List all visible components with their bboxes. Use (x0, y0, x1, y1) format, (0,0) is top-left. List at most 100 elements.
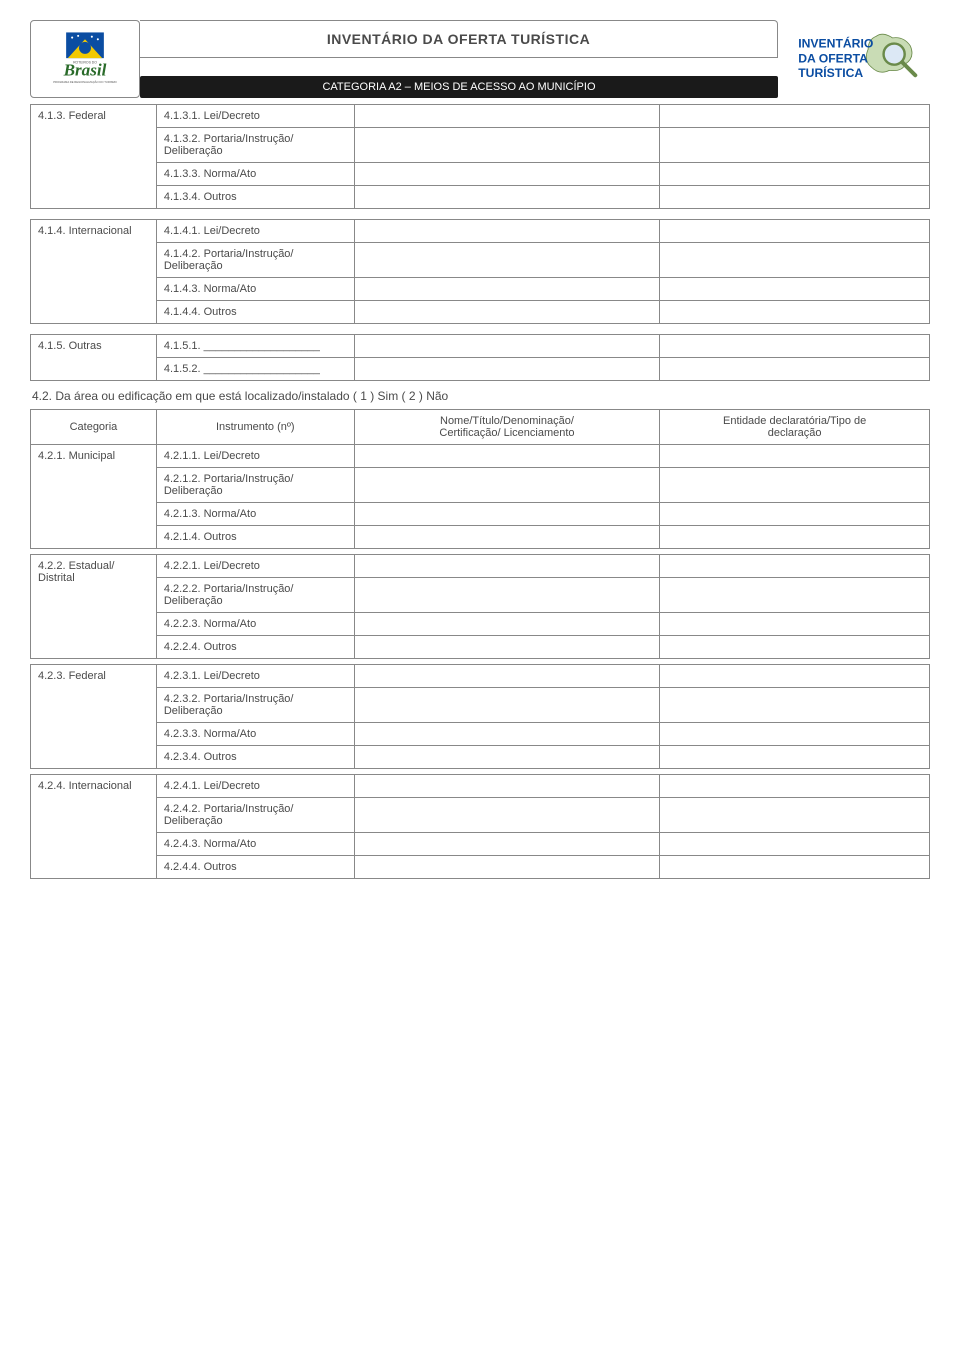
table-row: 4.1.5.2. ___________________ (31, 358, 930, 381)
section-42-heading: 4.2. Da área ou edificação em que está l… (30, 381, 930, 409)
instrument-cell: 4.2.2.3. Norma/Ato (156, 613, 354, 636)
header-center: INVENTÁRIO DA OFERTA TURÍSTICA CATEGORIA… (140, 20, 778, 98)
table-row: 4.2.4.3. Norma/Ato (31, 833, 930, 856)
entidade-cell[interactable] (660, 105, 930, 128)
col-header-entidade: Entidade declaratória/Tipo de declaração (660, 410, 930, 445)
header: Brasil PROGRAMA DE REGIONALIZAÇÃO DO TUR… (30, 20, 930, 98)
nome-cell[interactable] (354, 278, 660, 301)
title-box: INVENTÁRIO DA OFERTA TURÍSTICA (140, 20, 778, 58)
nome-cell[interactable] (354, 613, 660, 636)
table-row: 4.2.3.4. Outros (31, 746, 930, 769)
category-cell: 4.1.5. Outras (31, 335, 157, 381)
table-row: 4.2.3.2. Portaria/Instrução/ Deliberação (31, 688, 930, 723)
table-row: 4.2.3.3. Norma/Ato (31, 723, 930, 746)
nome-cell[interactable] (354, 445, 660, 468)
nome-cell[interactable] (354, 503, 660, 526)
entidade-cell[interactable] (660, 335, 930, 358)
instrument-cell: 4.2.3.1. Lei/Decreto (156, 665, 354, 688)
entidade-cell[interactable] (660, 128, 930, 163)
instrument-cell: 4.2.3.2. Portaria/Instrução/ Deliberação (156, 688, 354, 723)
entidade-cell[interactable] (660, 301, 930, 324)
entidade-cell[interactable] (660, 555, 930, 578)
entidade-cell[interactable] (660, 746, 930, 769)
brasil-logo-icon: Brasil PROGRAMA DE REGIONALIZAÇÃO DO TUR… (40, 29, 130, 89)
instrument-cell: 4.2.2.4. Outros (156, 636, 354, 659)
nome-cell[interactable] (354, 335, 660, 358)
entidade-cell[interactable] (660, 163, 930, 186)
table-row: 4.1.5. Outras4.1.5.1. __________________… (31, 335, 930, 358)
brasil-logo: Brasil PROGRAMA DE REGIONALIZAÇÃO DO TUR… (30, 20, 140, 98)
table-row: 4.1.3.2. Portaria/Instrução/ Deliberação (31, 128, 930, 163)
nome-cell[interactable] (354, 555, 660, 578)
nome-cell[interactable] (354, 358, 660, 381)
entidade-cell[interactable] (660, 358, 930, 381)
table-row: 4.1.4.2. Portaria/Instrução/ Deliberação (31, 243, 930, 278)
nome-cell[interactable] (354, 163, 660, 186)
table-row: 4.1.4.3. Norma/Ato (31, 278, 930, 301)
instrument-cell: 4.1.3.2. Portaria/Instrução/ Deliberação (156, 128, 354, 163)
table-row: 4.2.2.2. Portaria/Instrução/ Deliberação (31, 578, 930, 613)
entidade-cell[interactable] (660, 468, 930, 503)
nome-cell[interactable] (354, 578, 660, 613)
nome-cell[interactable] (354, 723, 660, 746)
svg-text:DA OFERTA: DA OFERTA (798, 51, 868, 65)
nome-cell[interactable] (354, 186, 660, 209)
entidade-cell[interactable] (660, 278, 930, 301)
svg-text:ROTEIROS DO: ROTEIROS DO (73, 60, 97, 64)
entidade-cell[interactable] (660, 503, 930, 526)
entidade-cell[interactable] (660, 665, 930, 688)
table-row: 4.2.2. Estadual/ Distrital4.2.2.1. Lei/D… (31, 555, 930, 578)
category-cell: 4.1.4. Internacional (31, 220, 157, 324)
category-bar-text: CATEGORIA A2 – MEIOS DE ACESSO AO MUNICÍ… (322, 81, 595, 93)
nome-cell[interactable] (354, 775, 660, 798)
entidade-cell[interactable] (660, 613, 930, 636)
nome-cell[interactable] (354, 220, 660, 243)
category-cell: 4.2.3. Federal (31, 665, 157, 769)
table-42: Categoria Instrumento (nº) Nome/Título/D… (30, 409, 930, 879)
instrument-cell: 4.1.3.3. Norma/Ato (156, 163, 354, 186)
entidade-cell[interactable] (660, 833, 930, 856)
nome-cell[interactable] (354, 798, 660, 833)
instrument-cell: 4.1.5.2. ___________________ (156, 358, 354, 381)
instrument-cell: 4.2.4.4. Outros (156, 856, 354, 879)
nome-cell[interactable] (354, 468, 660, 503)
entidade-cell[interactable] (660, 526, 930, 549)
nome-cell[interactable] (354, 833, 660, 856)
instrument-cell: 4.2.4.2. Portaria/Instrução/ Deliberação (156, 798, 354, 833)
instrument-cell: 4.1.4.2. Portaria/Instrução/ Deliberação (156, 243, 354, 278)
nome-cell[interactable] (354, 636, 660, 659)
nome-cell[interactable] (354, 301, 660, 324)
table-row: 4.2.1.2. Portaria/Instrução/ Deliberação (31, 468, 930, 503)
instrument-cell: 4.2.4.1. Lei/Decreto (156, 775, 354, 798)
instrument-cell: 4.2.4.3. Norma/Ato (156, 833, 354, 856)
table-row: 4.1.3.4. Outros (31, 186, 930, 209)
instrument-cell: 4.2.1.1. Lei/Decreto (156, 445, 354, 468)
entidade-cell[interactable] (660, 856, 930, 879)
page-title: INVENTÁRIO DA OFERTA TURÍSTICA (327, 31, 590, 47)
instrument-cell: 4.1.4.4. Outros (156, 301, 354, 324)
svg-text:TURÍSTICA: TURÍSTICA (798, 65, 863, 80)
table-row: 4.2.1.4. Outros (31, 526, 930, 549)
category-bar: CATEGORIA A2 – MEIOS DE ACESSO AO MUNICÍ… (140, 76, 778, 98)
entidade-cell[interactable] (660, 578, 930, 613)
entidade-cell[interactable] (660, 798, 930, 833)
nome-cell[interactable] (354, 526, 660, 549)
entidade-cell[interactable] (660, 243, 930, 278)
instrument-cell: 4.1.5.1. ___________________ (156, 335, 354, 358)
entidade-cell[interactable] (660, 445, 930, 468)
nome-cell[interactable] (354, 746, 660, 769)
instrument-cell: 4.2.2.1. Lei/Decreto (156, 555, 354, 578)
nome-cell[interactable] (354, 105, 660, 128)
entidade-cell[interactable] (660, 220, 930, 243)
nome-cell[interactable] (354, 243, 660, 278)
nome-cell[interactable] (354, 856, 660, 879)
nome-cell[interactable] (354, 688, 660, 723)
entidade-cell[interactable] (660, 775, 930, 798)
entidade-cell[interactable] (660, 688, 930, 723)
nome-cell[interactable] (354, 665, 660, 688)
nome-cell[interactable] (354, 128, 660, 163)
entidade-cell[interactable] (660, 636, 930, 659)
entidade-cell[interactable] (660, 723, 930, 746)
entidade-cell[interactable] (660, 186, 930, 209)
col-header-categoria: Categoria (31, 410, 157, 445)
